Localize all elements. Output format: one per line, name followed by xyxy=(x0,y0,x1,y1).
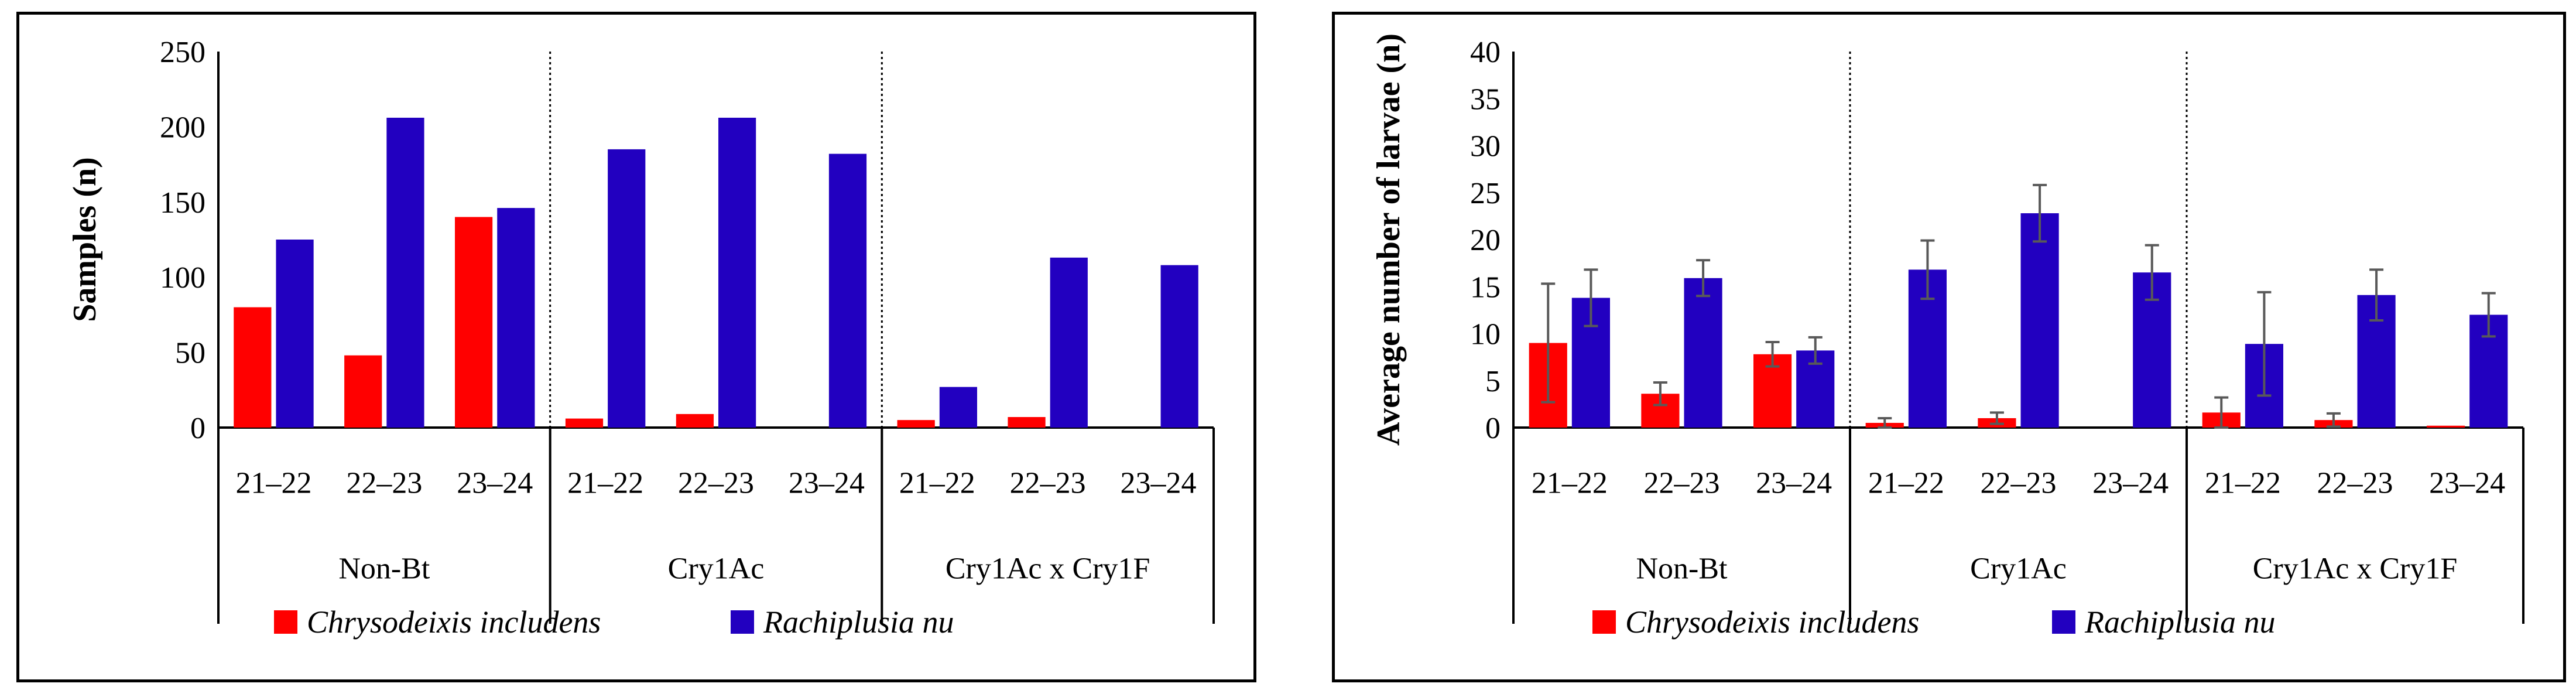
y-tick-label: 35 xyxy=(1470,83,1501,116)
legend-swatch-rachiplusia xyxy=(2052,610,2075,634)
season-label: 22–23 xyxy=(1644,467,1720,500)
season-label: 22–23 xyxy=(2317,467,2393,500)
group-label: Cry1Ac x Cry1F xyxy=(946,552,1150,586)
season-label: 23–24 xyxy=(457,467,533,500)
y-tick-label: 25 xyxy=(1470,177,1501,210)
bar-rachiplusia xyxy=(828,153,867,428)
season-label: 22–23 xyxy=(346,467,422,500)
group-label: Non-Bt xyxy=(338,552,430,586)
season-label: 23–24 xyxy=(2092,467,2169,500)
legend-label-rachiplusia: Rachiplusia nu xyxy=(763,604,954,640)
season-label: 21–22 xyxy=(1532,467,1608,500)
y-tick-label: 40 xyxy=(1470,36,1501,69)
group-label: Cry1Ac xyxy=(668,552,765,586)
bar-chrysodeixis xyxy=(2427,425,2465,428)
legend-swatch-rachiplusia xyxy=(731,610,754,634)
legend-label-chrysodeixis: Chrysodeixis includens xyxy=(307,604,601,640)
season-label: 21–22 xyxy=(899,467,975,500)
y-axis-label: Average number of larvae (n) xyxy=(1371,33,1407,446)
season-label: 21–22 xyxy=(1868,467,1944,500)
season-label: 21–22 xyxy=(2205,467,2281,500)
bar-rachiplusia xyxy=(608,149,646,428)
y-tick-label: 150 xyxy=(160,186,205,220)
y-tick-label: 100 xyxy=(160,261,205,295)
season-label: 21–22 xyxy=(567,467,643,500)
y-tick-label: 20 xyxy=(1470,224,1501,257)
legend-swatch-chrysodeixis xyxy=(274,610,297,634)
season-label: 21–22 xyxy=(235,467,311,500)
samples-chart: Samples (n) 0 50 100 150 200 250 Non-Bt 21–22 22–… xyxy=(67,36,1215,640)
chart-panel-larvae: Average number of larvae (n) 0 5 10 15 20 25 30… xyxy=(1332,12,2566,682)
bar-chrysodeixis xyxy=(234,307,272,428)
legend-label-chrysodeixis: Chrysodeixis includens xyxy=(1625,604,1919,640)
y-tick-label: 5 xyxy=(1485,365,1501,398)
season-label: 23–24 xyxy=(1756,467,1832,500)
y-tick-label: 250 xyxy=(160,36,205,69)
legend-label-rachiplusia: Rachiplusia nu xyxy=(2084,604,2275,640)
bar-rachiplusia xyxy=(1160,265,1198,428)
bar-rachiplusia xyxy=(497,208,535,428)
bar-rachiplusia xyxy=(939,387,977,428)
y-tick-label: 0 xyxy=(1485,412,1501,445)
chart-panel-samples: Samples (n) 0 50 100 150 200 250 Non-Bt 21–22 22–… xyxy=(16,12,1256,682)
bar-chrysodeixis xyxy=(676,414,714,428)
season-label: 22–23 xyxy=(1010,467,1086,500)
bar-chrysodeixis xyxy=(565,418,604,428)
bar-rachiplusia xyxy=(718,117,756,428)
bar-chrysodeixis xyxy=(1008,417,1046,428)
season-label: 23–24 xyxy=(1121,467,1197,500)
y-tick-label: 15 xyxy=(1470,271,1501,304)
y-axis-label: Samples (n) xyxy=(67,157,103,322)
bar-rachiplusia xyxy=(2020,213,2059,428)
group-label: Non-Bt xyxy=(1636,552,1728,586)
season-label: 22–23 xyxy=(1981,467,2057,500)
bar-rachiplusia xyxy=(1050,257,1088,428)
y-tick-label: 30 xyxy=(1470,130,1501,163)
y-tick-label: 200 xyxy=(160,111,205,144)
bar-chrysodeixis xyxy=(897,420,935,428)
bar-rachiplusia xyxy=(276,240,314,428)
group-label: Cry1Ac x Cry1F xyxy=(2253,552,2458,586)
bar-rachiplusia xyxy=(386,117,424,428)
season-label: 23–24 xyxy=(789,467,865,500)
season-label: 23–24 xyxy=(2429,467,2505,500)
season-label: 22–23 xyxy=(678,467,754,500)
bar-rachiplusia xyxy=(1684,278,1722,428)
bar-chrysodeixis xyxy=(344,355,382,428)
y-tick-label: 50 xyxy=(175,337,205,370)
bar-chrysodeixis xyxy=(455,217,493,428)
group-label: Cry1Ac xyxy=(1970,552,2067,586)
y-tick-label: 10 xyxy=(1470,318,1501,351)
legend-swatch-chrysodeixis xyxy=(1592,610,1616,634)
larvae-chart: Average number of larvae (n) 0 5 10 15 20 25 30… xyxy=(1371,33,2524,640)
y-tick-label: 0 xyxy=(190,412,205,445)
